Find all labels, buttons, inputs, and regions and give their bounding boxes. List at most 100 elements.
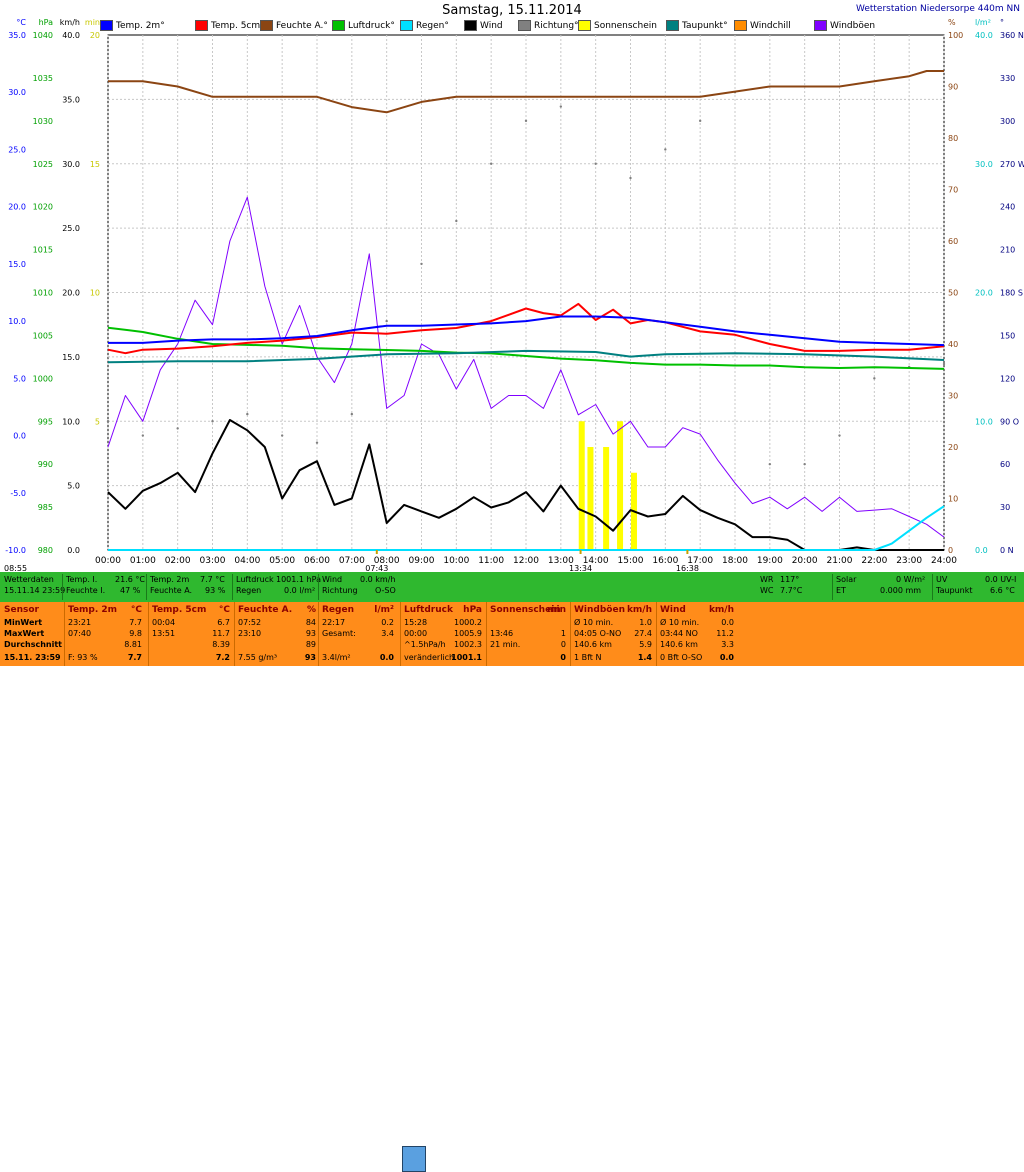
x-tick-label: 23:00 bbox=[896, 556, 922, 566]
axis-tick-label: 5 bbox=[95, 417, 100, 426]
axis-tick-label: 25.0 bbox=[62, 224, 80, 233]
legend-item: Wind bbox=[464, 20, 503, 31]
legend-item: Luftdruck° bbox=[332, 20, 395, 31]
table-cell-label: veränderlich bbox=[404, 653, 455, 662]
series-line-temp-5cm- bbox=[107, 302, 945, 355]
table-cell-value: 7.7 bbox=[129, 618, 142, 627]
table-column-unit: °C bbox=[130, 605, 142, 615]
table-column-unit: min bbox=[547, 605, 566, 615]
table-cell-value: 0.0 bbox=[719, 653, 734, 662]
sunshine-bar bbox=[587, 447, 594, 550]
axis-tick-label: 1025 bbox=[33, 160, 53, 169]
table-cell-value: 1 bbox=[560, 629, 566, 638]
axis-tick-label: 150 bbox=[1000, 331, 1015, 340]
legend-item: Sonnenschein bbox=[578, 20, 657, 31]
x-tick-label: 02:00 bbox=[165, 556, 191, 566]
direction-point bbox=[489, 162, 493, 165]
table-column-head: Regen bbox=[322, 605, 354, 615]
axis-tick-label: 1040 bbox=[33, 31, 53, 40]
status-wc-label: WC bbox=[760, 586, 774, 595]
status-dewpoint-value: 6.6 °C bbox=[990, 586, 1015, 595]
legend-item: Windchill bbox=[734, 20, 791, 31]
left-axes: °C 35.0 30.0 25.0 20.0 15.0 10.0 5.0 0.0 -5.0 -10.… bbox=[5, 18, 100, 555]
left-time-label: 08:55 bbox=[4, 564, 27, 572]
axis-unit: km/h bbox=[60, 18, 80, 27]
axis-tick-label: 40 bbox=[948, 340, 958, 349]
status-wc-value: 7.7°C bbox=[780, 586, 803, 595]
table-cell-label: 7.55 g/m³ bbox=[238, 653, 278, 662]
status-temp-in-value: 21.6 °C bbox=[115, 575, 145, 584]
axis-tick-label: 15 bbox=[90, 160, 100, 169]
sunshine-bar bbox=[617, 421, 624, 550]
table-cell-label: 07:52 bbox=[238, 618, 262, 627]
direction-point bbox=[246, 412, 249, 416]
table-cell-value: 93 bbox=[305, 629, 316, 638]
axis-tick-label: 0 N bbox=[1000, 546, 1014, 555]
axis-tick-label: 10.0 bbox=[62, 417, 80, 426]
series-line-temp-2m- bbox=[108, 315, 945, 347]
status-humidity-label: Feuchte A. bbox=[150, 586, 193, 595]
axis-tick-label: 30.0 bbox=[975, 160, 993, 169]
table-column-head: Wind bbox=[660, 605, 686, 615]
marker-label: 13:34 bbox=[569, 564, 592, 572]
legend-item: Windböen bbox=[814, 20, 875, 31]
table-cell-value: 84 bbox=[305, 618, 316, 627]
table-column-temp2m: Temp. 2m °C 23:21 7.7 07:40 9.8 8.81 F: 93 % 7.7 bbox=[64, 602, 145, 666]
direction-point bbox=[141, 434, 145, 437]
chart-grid bbox=[107, 34, 945, 551]
axis-unit: hPa bbox=[39, 18, 54, 27]
table-column-unit: % bbox=[306, 605, 316, 615]
x-tick-label: 13:00 bbox=[548, 556, 574, 566]
time-markers: 07:43 13:34 16:38 08:55 bbox=[4, 550, 699, 572]
table-cell-value: 0.0 bbox=[721, 618, 734, 627]
status-direction-value: O-SO bbox=[375, 586, 396, 595]
legend-label: Feuchte A.° bbox=[276, 20, 328, 31]
direction-point bbox=[385, 319, 388, 323]
table-column-sunshine: Sonnenschein min 13:46 1 21 min. 0 0 bbox=[486, 602, 569, 666]
table-cell-label: 22:17 bbox=[322, 618, 346, 627]
table-cell-value: 0 bbox=[560, 640, 566, 649]
table-cell-label: 3.4l/m² bbox=[322, 653, 351, 662]
x-tick-label: 11:00 bbox=[478, 556, 504, 566]
legend-swatch bbox=[400, 20, 413, 31]
status-wind-value: 0.0 km/h bbox=[360, 575, 396, 584]
axis-unit: ° bbox=[1000, 18, 1004, 27]
x-tick-label: 24:00 bbox=[931, 556, 957, 566]
legend-swatch bbox=[666, 20, 679, 31]
direction-point bbox=[629, 176, 632, 180]
legend-label: Windchill bbox=[750, 20, 791, 31]
axis-unit: l/m² bbox=[975, 18, 991, 27]
table-cell-value: 1001.1 bbox=[451, 653, 482, 662]
table-cell-label: 140.6 km bbox=[660, 640, 698, 649]
legend-swatch bbox=[814, 20, 827, 31]
table-cell-label: 1 Bft N bbox=[574, 653, 602, 662]
direction-point bbox=[559, 105, 563, 108]
legend-swatch bbox=[100, 20, 113, 31]
axis-tick-label: 0.0 bbox=[975, 546, 988, 555]
status-uv-label: UV bbox=[936, 575, 948, 584]
table-cell-value: 0.0 bbox=[379, 653, 394, 662]
station-name: Wetterstation Niedersorpe 440m NN bbox=[855, 4, 1020, 14]
direction-point bbox=[664, 148, 667, 151]
legend-label: Wind bbox=[480, 20, 503, 31]
x-tick-label: 19:00 bbox=[757, 556, 783, 566]
chart-series bbox=[106, 70, 946, 551]
weather-icon bbox=[402, 1146, 426, 1172]
legend-label: Temp. 5cm° bbox=[211, 20, 265, 31]
x-tick-label: 22:00 bbox=[861, 556, 887, 566]
axis-tick-label: 15.0 bbox=[62, 353, 80, 362]
marker-label: 07:43 bbox=[365, 564, 388, 572]
table-column-head: Luftdruck bbox=[404, 605, 453, 615]
table-column-pressure: Luftdruck hPa 15:28 1000.2 00:00 1005.9 ^1.5hP… bbox=[400, 602, 485, 666]
table-cell-value: 8.81 bbox=[124, 640, 142, 649]
table-cell-label: 13:46 bbox=[490, 629, 514, 638]
direction-point bbox=[873, 377, 876, 380]
table-column-temp5cm: Temp. 5cm °C 00:04 6.7 13:51 11.7 8.39 7.2 bbox=[148, 602, 233, 666]
series-line-regen- bbox=[108, 505, 945, 551]
axis-tick-label: 210 bbox=[1000, 246, 1015, 255]
sunshine-bar bbox=[578, 421, 585, 550]
legend-item: Richtung° bbox=[518, 20, 579, 31]
legend-item: Taupunkt° bbox=[666, 20, 728, 31]
table-cell-label: 13:51 bbox=[152, 629, 176, 638]
table-column-head: Temp. 2m bbox=[68, 605, 118, 615]
